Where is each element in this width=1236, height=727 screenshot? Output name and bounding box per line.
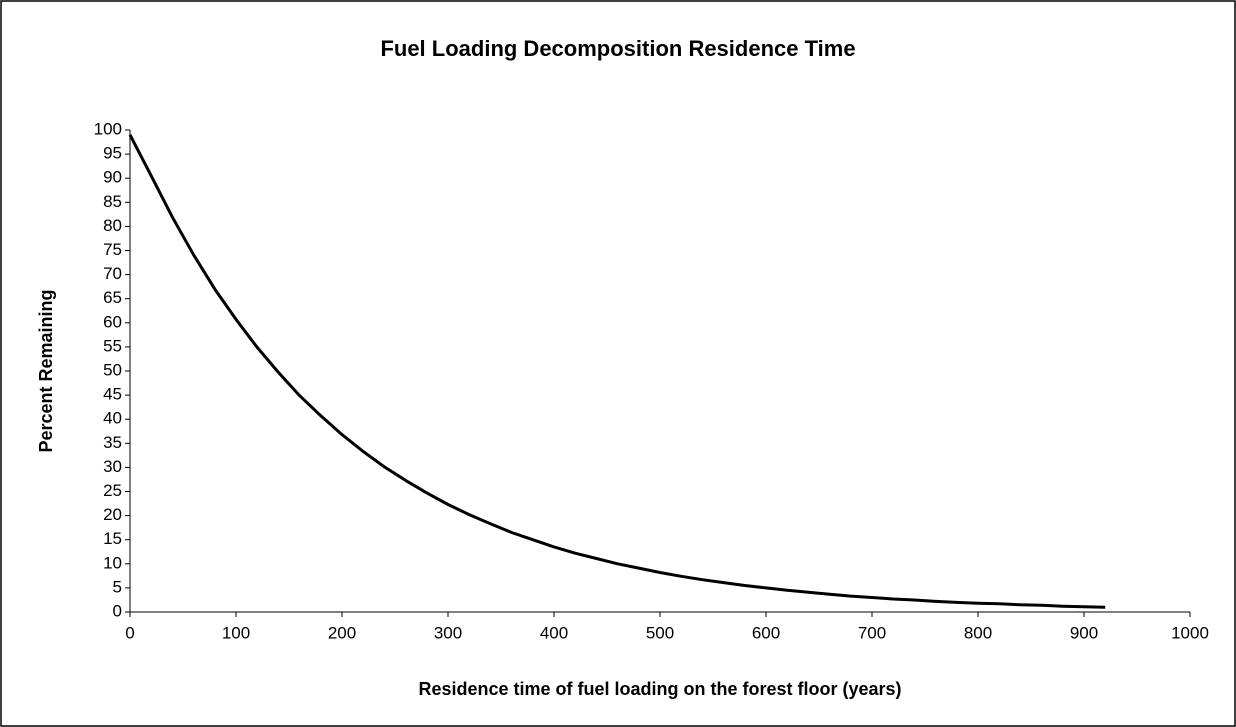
y-tick-label: 5 [113,577,122,596]
y-tick-label: 50 [103,360,122,379]
y-tick-label: 70 [103,264,122,283]
y-tick-label: 30 [103,457,122,476]
y-tick-label: 40 [103,409,122,428]
y-tick-label: 100 [94,119,122,138]
x-tick-label: 800 [964,623,992,642]
data-line [128,134,1106,609]
y-tick-label: 25 [103,481,122,500]
x-tick-label: 1000 [1171,623,1209,642]
y-tick-label: 45 [103,385,122,404]
x-tick-label: 500 [646,623,674,642]
x-tick-label: 300 [434,623,462,642]
y-tick-label: 75 [103,240,122,259]
chart-title: Fuel Loading Decomposition Residence Tim… [380,36,855,61]
y-tick-label: 0 [113,601,122,620]
x-tick-label: 0 [125,623,134,642]
x-tick-label: 400 [540,623,568,642]
y-tick-label: 20 [103,505,122,524]
y-tick-label: 55 [103,336,122,355]
y-tick-label: 90 [103,168,122,187]
y-tick-label: 85 [103,192,122,211]
x-tick-label: 100 [222,623,250,642]
y-axis-title: Percent Remaining [36,289,56,452]
y-tick-label: 15 [103,529,122,548]
y-tick-label: 95 [103,144,122,163]
x-tick-label: 200 [328,623,356,642]
x-axis-title: Residence time of fuel loading on the fo… [418,679,901,699]
y-tick-label: 10 [103,553,122,572]
x-tick-label: 700 [858,623,886,642]
y-tick-label: 65 [103,288,122,307]
x-tick-label: 900 [1070,623,1098,642]
y-tick-label: 35 [103,433,122,452]
x-tick-label: 600 [752,623,780,642]
y-tick-label: 60 [103,312,122,331]
y-tick-label: 80 [103,216,122,235]
